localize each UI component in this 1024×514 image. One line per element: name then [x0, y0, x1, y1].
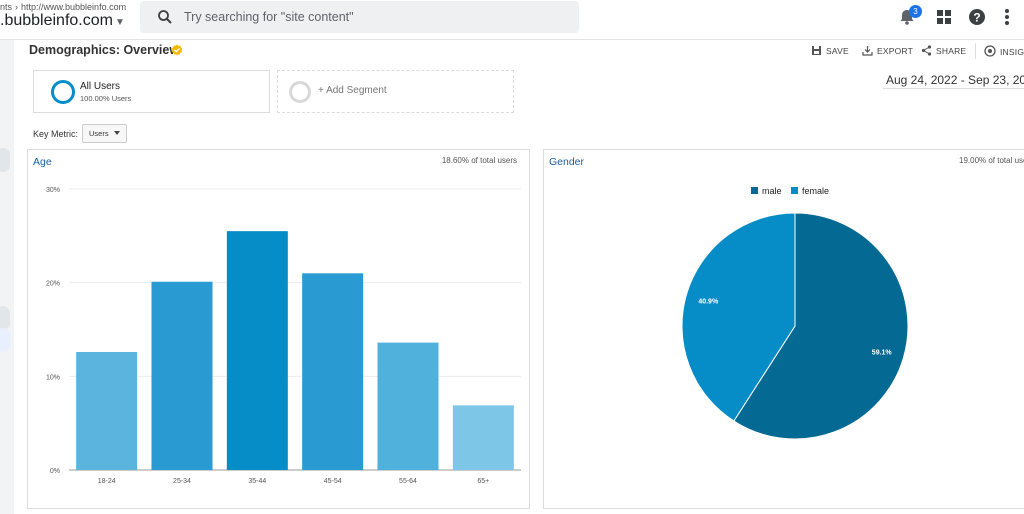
page-title: Demographics: Overview: [29, 43, 180, 57]
nav-item[interactable]: [0, 306, 10, 330]
x-tick-label: 25-34: [173, 478, 191, 485]
dropdown-arrow-icon: [114, 131, 120, 135]
x-tick-label: 45-54: [324, 478, 342, 485]
key-metric-value: Users: [89, 129, 109, 138]
add-segment-button[interactable]: + Add Segment: [277, 70, 514, 113]
y-tick-label: 20%: [46, 281, 60, 288]
property-selector[interactable]: .bubbleinfo.com ▼: [0, 12, 125, 30]
y-tick-label: 10%: [46, 374, 60, 381]
key-metric-label: Key Metric:: [33, 129, 79, 139]
x-tick-label: 55-64: [399, 478, 417, 485]
y-tick-label: 30%: [46, 187, 60, 194]
share-button[interactable]: SHARE: [921, 45, 966, 56]
breadcrumb-account[interactable]: nts: [0, 2, 13, 12]
legend-label: male: [762, 186, 782, 196]
svg-text:?: ?: [973, 11, 980, 25]
save-label: SAVE: [826, 46, 849, 56]
verified-badge-icon: [171, 44, 183, 56]
age-bar-65+[interactable]: [452, 405, 514, 470]
legend-female[interactable]: female: [791, 186, 829, 196]
segment-name: All Users: [80, 81, 121, 92]
more-vert-icon[interactable]: [997, 7, 1017, 27]
pie-slice-male[interactable]: [733, 212, 909, 440]
export-label: EXPORT: [877, 46, 913, 56]
pie-data-label: 59.1%: [872, 349, 893, 356]
nav-item[interactable]: [0, 148, 10, 172]
empty-ring-icon: [289, 81, 311, 103]
save-button[interactable]: SAVE: [811, 45, 849, 56]
gender-card-note: 19.00% of total users: [959, 156, 1024, 165]
nav-item[interactable]: [0, 328, 10, 352]
x-tick-label: 18-24: [98, 478, 116, 485]
y-tick-label: 0%: [50, 468, 60, 475]
legend-swatch: [791, 187, 798, 194]
age-bar-chart: 0% 10% 20% 30% 18-24 25-34 35-44 45-54 55-64 65+: [46, 187, 521, 485]
notification-badge: 3: [909, 5, 922, 18]
date-range-picker[interactable]: Aug 24, 2022 - Sep 23, 2022: [883, 70, 1024, 89]
age-card-title: Age: [33, 156, 52, 168]
pie-data-label: 40.9%: [698, 299, 719, 306]
breadcrumb-url[interactable]: http://www.bubbleinfo.com: [21, 2, 127, 12]
save-icon: [812, 46, 821, 55]
legend-male[interactable]: male: [751, 186, 782, 196]
segment-ring-icon: [51, 80, 75, 104]
search-bar[interactable]: Try searching for "site content": [140, 1, 579, 33]
property-name: .bubbleinfo.com: [0, 12, 113, 29]
gender-card-title: Gender: [549, 156, 585, 168]
age-bar-35-44[interactable]: [226, 231, 288, 470]
age-bar-45-54[interactable]: [302, 273, 364, 470]
insights-button[interactable]: INSIGHTS: [984, 45, 1024, 57]
divider: [975, 43, 976, 59]
age-bar-55-64[interactable]: [377, 342, 439, 470]
key-metric-select[interactable]: Users: [82, 124, 127, 143]
apps-grid-icon[interactable]: [934, 7, 954, 27]
add-segment-label: + Add Segment: [318, 85, 387, 96]
age-bar-18-24[interactable]: [76, 351, 138, 470]
share-label: SHARE: [936, 46, 967, 56]
age-bar-25-34[interactable]: [151, 281, 213, 470]
insights-icon: [984, 45, 996, 57]
top-bar: nts › http://www.bubbleinfo.com .bubbleinf…: [0, 0, 1024, 40]
x-tick-label: 65+: [477, 478, 489, 485]
help-icon[interactable]: ?: [967, 7, 987, 27]
export-button[interactable]: EXPORT: [862, 45, 913, 56]
segment-all-users[interactable]: All Users 100.00% Users: [33, 70, 270, 113]
breadcrumb[interactable]: nts › http://www.bubbleinfo.com: [0, 2, 126, 12]
insights-label: INSIGHTS: [1000, 47, 1024, 57]
gender-pie-chart: 59.1% 40.9%: [681, 212, 909, 440]
gender-card: Gender 19.00% of total users 59.1% 40.9%: [543, 149, 1024, 509]
age-card-note: 18.60% of total users: [441, 156, 517, 165]
legend-swatch: [751, 187, 758, 194]
caret-down-icon: ▼: [114, 17, 125, 28]
search-icon: [158, 10, 172, 24]
age-card: Age 18.60% of total users 0% 10% 20% 30% 18-…: [27, 149, 530, 509]
export-icon: [862, 46, 873, 56]
report-header: Demographics: Overview SAVE EXPORT SHARE…: [14, 40, 1024, 64]
search-input[interactable]: Try searching for "site content": [184, 10, 354, 24]
pie-slice-female[interactable]: [681, 212, 796, 422]
legend-label: female: [802, 186, 830, 196]
segment-subtitle: 100.00% Users: [80, 94, 132, 103]
share-icon: [921, 45, 932, 56]
x-tick-label: 35-44: [248, 478, 266, 485]
chevron-right-icon: ›: [15, 2, 19, 12]
left-nav-strip: [0, 40, 14, 514]
